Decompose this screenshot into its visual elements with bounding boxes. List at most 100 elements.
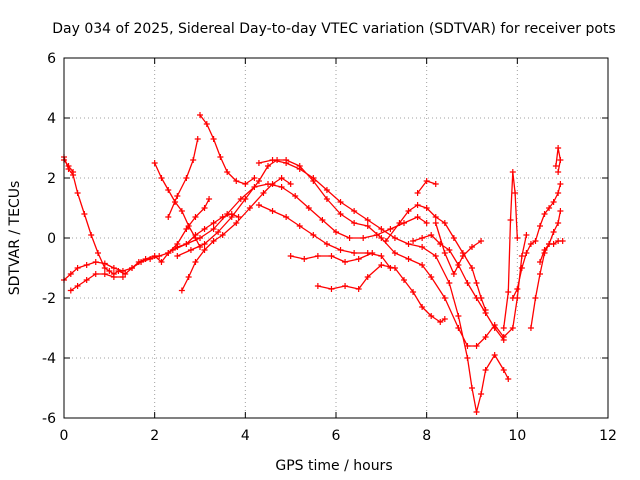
data-point xyxy=(355,256,362,262)
series-sat-08 xyxy=(169,181,430,253)
data-point xyxy=(378,226,385,232)
data-point xyxy=(405,256,412,262)
data-point xyxy=(210,220,217,226)
series-line xyxy=(317,264,446,323)
y-tick-label: -6 xyxy=(42,411,56,427)
data-point xyxy=(382,238,389,244)
y-tick-label: 2 xyxy=(47,171,56,187)
data-point xyxy=(514,235,521,241)
data-point xyxy=(192,214,199,220)
data-point xyxy=(287,253,294,259)
series-sat-13 xyxy=(314,262,448,325)
data-point xyxy=(523,250,530,256)
data-point xyxy=(507,217,514,223)
series-line xyxy=(181,177,292,291)
data-point xyxy=(151,160,158,166)
data-point xyxy=(527,241,534,247)
data-point xyxy=(446,280,453,286)
data-point xyxy=(555,190,562,196)
data-point xyxy=(242,196,249,202)
data-point xyxy=(478,391,485,397)
series-line xyxy=(555,147,562,173)
data-point xyxy=(405,241,412,247)
data-point xyxy=(555,169,562,175)
x-tick-label: 12 xyxy=(599,428,617,444)
data-point xyxy=(428,313,435,319)
series-line xyxy=(177,159,528,347)
x-tick-label: 0 xyxy=(60,428,69,444)
data-point xyxy=(414,202,421,208)
data-point xyxy=(337,199,344,205)
data-point xyxy=(459,253,466,259)
series-sat-23 xyxy=(61,157,77,175)
data-point xyxy=(201,226,208,232)
data-point xyxy=(158,259,165,265)
x-tick-label: 10 xyxy=(508,428,526,444)
data-point xyxy=(101,271,108,277)
data-point xyxy=(67,271,74,277)
data-point xyxy=(469,265,475,271)
data-point xyxy=(378,235,385,241)
data-point xyxy=(201,241,208,247)
data-point xyxy=(401,277,407,283)
data-point xyxy=(323,196,330,202)
data-point xyxy=(537,271,543,277)
data-point xyxy=(437,319,444,325)
series-line xyxy=(258,159,509,413)
series-line xyxy=(63,198,210,281)
data-point xyxy=(351,220,358,226)
data-point xyxy=(512,190,519,196)
data-point xyxy=(197,235,203,241)
data-point xyxy=(278,184,285,190)
data-point xyxy=(190,157,197,163)
data-point xyxy=(328,253,335,259)
data-point xyxy=(292,193,299,199)
data-point xyxy=(92,259,99,265)
chart-title: Day 034 of 2025, Sidereal Day-to-day VTE… xyxy=(52,21,615,37)
data-point xyxy=(201,247,208,253)
data-point xyxy=(410,289,417,295)
data-point xyxy=(441,250,448,256)
data-point xyxy=(328,286,335,292)
data-point xyxy=(233,178,240,184)
data-point xyxy=(65,163,72,169)
data-point xyxy=(473,409,480,415)
data-point xyxy=(482,334,489,340)
data-point xyxy=(269,157,276,163)
data-point xyxy=(185,274,192,280)
data-point xyxy=(364,274,371,280)
data-point xyxy=(251,175,258,181)
data-point xyxy=(369,250,376,256)
data-point xyxy=(265,163,271,169)
data-point xyxy=(469,244,475,250)
data-point xyxy=(387,226,394,232)
data-point xyxy=(441,220,448,226)
data-point xyxy=(192,259,199,265)
data-point xyxy=(473,280,480,286)
data-point xyxy=(500,337,507,343)
data-point xyxy=(283,214,290,220)
y-tick-label: 4 xyxy=(47,111,56,127)
series-line xyxy=(63,156,239,275)
data-point xyxy=(323,187,330,193)
data-point xyxy=(550,241,557,247)
data-point xyxy=(235,214,242,220)
data-point xyxy=(74,283,81,289)
data-point xyxy=(364,217,371,223)
data-point xyxy=(428,274,435,280)
data-point xyxy=(169,247,176,253)
data-point xyxy=(464,355,471,361)
data-point xyxy=(518,253,525,259)
data-point xyxy=(500,367,507,373)
data-point xyxy=(83,277,90,283)
data-point xyxy=(165,214,172,220)
data-point xyxy=(500,325,507,331)
data-point xyxy=(219,232,226,238)
data-point xyxy=(423,178,430,184)
data-point xyxy=(110,274,117,280)
data-point xyxy=(557,157,564,163)
data-point xyxy=(95,250,101,256)
data-point xyxy=(228,214,235,220)
x-tick-label: 4 xyxy=(241,428,250,444)
data-point xyxy=(410,238,417,244)
